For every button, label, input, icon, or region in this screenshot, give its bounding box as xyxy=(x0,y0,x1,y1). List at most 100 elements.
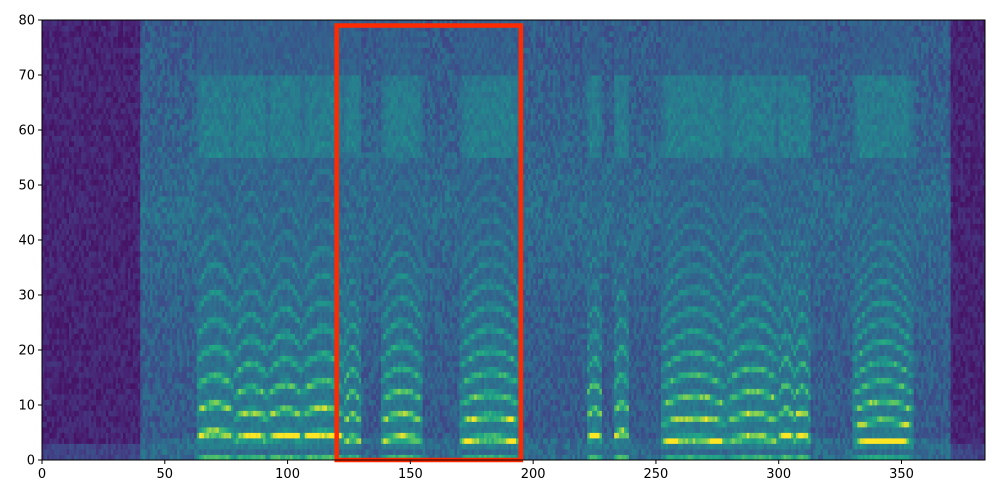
heatmap-cell xyxy=(78,97,82,103)
heatmap-cell xyxy=(181,443,185,450)
heatmap-cell xyxy=(172,416,176,422)
heatmap-cell xyxy=(61,267,65,274)
heatmap-cell xyxy=(186,399,190,406)
heatmap-cell xyxy=(135,410,139,417)
heatmap-cell xyxy=(86,168,90,175)
heatmap-cell xyxy=(42,179,45,186)
heatmap-cell xyxy=(147,322,151,329)
heatmap-cell xyxy=(61,212,65,219)
heatmap-cell xyxy=(120,273,124,279)
heatmap-cell xyxy=(169,201,173,208)
heatmap-cell xyxy=(108,438,112,444)
heatmap-cell xyxy=(162,108,166,114)
heatmap-cell xyxy=(93,25,97,32)
heatmap-cell xyxy=(118,108,121,114)
heatmap-cell xyxy=(125,179,129,186)
heatmap-cell xyxy=(137,311,141,318)
heatmap-cell xyxy=(59,267,63,274)
heatmap-cell xyxy=(164,179,168,186)
heatmap-cell xyxy=(56,97,60,103)
heatmap-cell xyxy=(150,196,153,202)
heatmap-cell xyxy=(59,36,63,43)
heatmap-cell xyxy=(184,223,188,230)
heatmap-cell xyxy=(76,273,80,279)
heatmap-cell xyxy=(169,25,173,32)
heatmap-cell xyxy=(76,113,80,120)
heatmap-cell xyxy=(66,135,70,142)
heatmap-cell xyxy=(152,355,156,362)
heatmap-cell xyxy=(83,185,87,191)
heatmap-cell xyxy=(186,185,190,191)
heatmap-cell xyxy=(177,421,180,428)
heatmap-cell xyxy=(127,152,131,158)
heatmap-cell xyxy=(150,454,153,461)
heatmap-cell xyxy=(96,405,99,411)
heatmap-cell xyxy=(177,311,180,318)
heatmap-cell xyxy=(83,361,87,367)
heatmap-cell xyxy=(49,75,53,81)
heatmap-cell xyxy=(159,256,163,263)
heatmap-cell xyxy=(135,300,139,307)
heatmap-cell xyxy=(152,438,156,444)
heatmap-cell xyxy=(91,174,94,180)
heatmap-cell xyxy=(49,284,53,290)
heatmap-cell xyxy=(73,102,77,109)
heatmap-cell xyxy=(88,113,92,120)
heatmap-cell xyxy=(169,394,173,400)
heatmap-cell xyxy=(191,262,195,268)
heatmap-cell xyxy=(118,399,121,406)
heatmap-cell xyxy=(73,75,77,81)
heatmap-cell xyxy=(150,190,153,197)
heatmap-cell xyxy=(69,267,72,274)
heatmap-cell xyxy=(179,69,183,76)
heatmap-cell xyxy=(91,284,94,290)
heatmap-cell xyxy=(69,278,72,285)
heatmap-cell xyxy=(54,410,58,417)
heatmap-cell xyxy=(59,311,63,318)
heatmap-cell xyxy=(142,410,146,417)
heatmap-cell xyxy=(86,245,90,252)
heatmap-cell xyxy=(108,328,112,334)
heatmap-cell xyxy=(96,212,99,219)
heatmap-cell xyxy=(91,218,94,224)
heatmap-cell xyxy=(159,372,163,378)
heatmap-cell xyxy=(164,350,168,356)
heatmap-cell xyxy=(123,295,126,301)
heatmap-cell xyxy=(91,75,94,81)
heatmap-cell xyxy=(81,31,85,37)
heatmap-cell xyxy=(56,416,60,422)
heatmap-cell xyxy=(132,201,136,208)
heatmap-cell xyxy=(69,25,72,32)
heatmap-cell xyxy=(96,47,99,54)
heatmap-cell xyxy=(147,432,151,439)
heatmap-cell xyxy=(108,157,112,164)
heatmap-cell xyxy=(125,454,129,461)
heatmap-cell xyxy=(120,443,124,450)
heatmap-cell xyxy=(78,196,82,202)
heatmap-cell xyxy=(42,377,45,384)
heatmap-cell xyxy=(100,262,104,268)
heatmap-cell xyxy=(152,119,156,125)
heatmap-cell xyxy=(51,42,55,48)
heatmap-cell xyxy=(64,245,67,252)
heatmap-cell xyxy=(135,289,139,296)
heatmap-cell xyxy=(54,207,58,213)
heatmap-cell xyxy=(127,355,131,362)
heatmap-cell xyxy=(135,339,139,345)
heatmap-cell xyxy=(127,108,131,114)
heatmap-cell xyxy=(140,267,144,274)
heatmap-cell xyxy=(135,416,139,422)
heatmap-cell xyxy=(184,119,188,125)
heatmap-cell xyxy=(118,218,121,224)
heatmap-cell xyxy=(56,223,60,230)
heatmap-cell xyxy=(91,201,94,208)
heatmap-cell xyxy=(150,256,153,263)
heatmap-cell xyxy=(127,388,131,395)
heatmap-cell xyxy=(49,240,53,246)
heatmap-cell xyxy=(181,234,185,241)
heatmap-cell xyxy=(96,108,99,114)
heatmap-cell xyxy=(157,262,161,268)
heatmap-cell xyxy=(159,168,163,175)
heatmap-cell xyxy=(167,207,171,213)
heatmap-cell xyxy=(120,223,124,230)
